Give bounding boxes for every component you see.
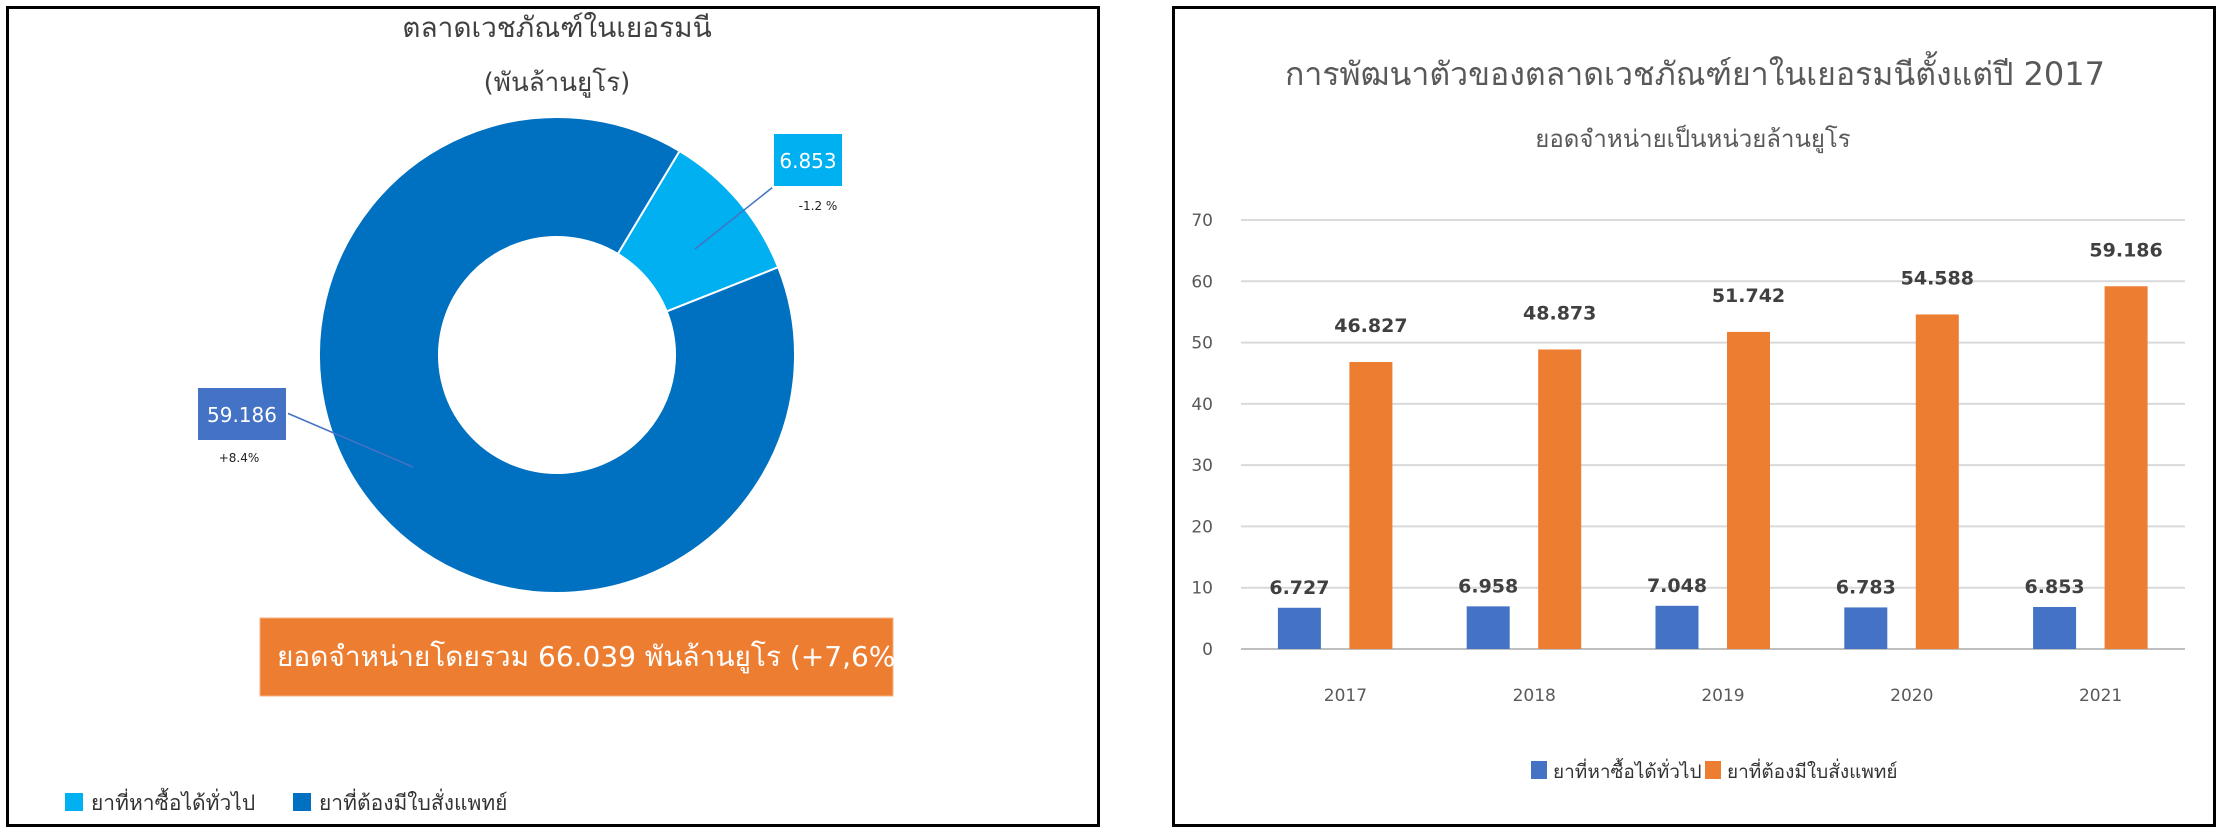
y-tick-label: 10 bbox=[1191, 579, 1213, 599]
data-label-otc-2019: 7.048 bbox=[1647, 575, 1707, 597]
data-label-rx-2020: 54.588 bbox=[1901, 267, 1974, 289]
donut-chart-panel: ตลาดเวชภัณฑ์ในเยอรมนี (พันล้านยูโร) 6.85… bbox=[6, 6, 1100, 827]
bar-otc-2021 bbox=[2033, 607, 2077, 649]
bar-otc-2020 bbox=[1844, 607, 1888, 649]
data-label-otc-2017: 6.727 bbox=[1269, 577, 1329, 599]
bar-otc-2018 bbox=[1466, 606, 1510, 649]
y-tick-label: 0 bbox=[1202, 640, 1213, 660]
bar-rx-2019 bbox=[1727, 331, 1770, 649]
otc-leader-line bbox=[694, 186, 774, 250]
x-category-label: 2018 bbox=[1513, 686, 1556, 706]
y-tick-label: 20 bbox=[1191, 517, 1213, 537]
rx-change-label: +8.4% bbox=[219, 451, 260, 465]
legend-swatch-rx bbox=[1705, 761, 1721, 779]
donut-slice-rx bbox=[318, 116, 796, 594]
x-category-label: 2017 bbox=[1324, 686, 1367, 706]
bar-chart: การพัฒนาตัวของตลาดเวชภัณฑ์ยาในเยอรมนีตั้… bbox=[1191, 51, 2185, 783]
bars: 6.727 46.827 6.958 48.873 7.048 51.742 6.783 54… bbox=[1269, 239, 2163, 649]
rx-value-box bbox=[196, 386, 288, 442]
otc-value-box bbox=[772, 132, 844, 188]
bar-chart-panel: การพัฒนาตัวของตลาดเวชภัณฑ์ยาในเยอรมนีตั้… bbox=[1172, 6, 2216, 827]
total-sales-box bbox=[259, 617, 894, 697]
total-sales-text: ยอดจำหน่ายโดยรวม 66.039 พันล้านยูโร (+7,… bbox=[277, 640, 906, 674]
y-axis-ticks: 0 10 20 30 40 50 60 70 bbox=[1191, 211, 1213, 660]
data-label-otc-2018: 6.958 bbox=[1458, 575, 1518, 597]
data-label-rx-2018: 48.873 bbox=[1523, 302, 1596, 324]
data-label-rx-2017: 46.827 bbox=[1334, 315, 1407, 337]
donut-title: ตลาดเวชภัณฑ์ในเยอรมนี bbox=[402, 11, 711, 44]
data-label-rx-2019: 51.742 bbox=[1712, 285, 1785, 307]
rx-leader-line bbox=[286, 412, 414, 468]
y-tick-label: 70 bbox=[1191, 211, 1213, 231]
legend-swatch-rx bbox=[293, 793, 311, 811]
legend-label-otc: ยาที่หาซื้อได้ทั่วไป bbox=[1553, 758, 1702, 783]
legend-label-rx: ยาที่ต้องมีใบสั่งแพทย์ bbox=[1727, 758, 1898, 783]
y-tick-label: 30 bbox=[1191, 456, 1213, 476]
donut-subtitle: (พันล้านยูโร) bbox=[484, 67, 631, 98]
legend-swatch-otc bbox=[65, 793, 83, 811]
bar-chart-title: การพัฒนาตัวของตลาดเวชภัณฑ์ยาในเยอรมนีตั้… bbox=[1285, 51, 2105, 93]
bar-chart-subtitle: ยอดจำหน่ายเป็นหน่วยล้านยูโร bbox=[1535, 124, 1851, 154]
x-category-label: 2019 bbox=[1701, 686, 1744, 706]
y-tick-label: 60 bbox=[1191, 272, 1213, 292]
x-category-label: 2020 bbox=[1890, 686, 1933, 706]
donut-chart: ตลาดเวชภัณฑ์ในเยอรมนี (พันล้านยูโร) 6.85… bbox=[65, 11, 906, 815]
bar-rx-2017 bbox=[1349, 362, 1393, 649]
donut-slices bbox=[318, 116, 796, 594]
legend-swatch-otc bbox=[1531, 761, 1547, 779]
data-label-rx-2021: 59.186 bbox=[2089, 239, 2162, 261]
legend-label-otc: ยาที่หาซื้อได้ทั่วไป bbox=[91, 788, 255, 815]
y-tick-label: 50 bbox=[1191, 334, 1213, 354]
rx-value-label: 59.186 bbox=[207, 403, 277, 427]
legend-label-rx: ยาที่ต้องมีใบสั่งแพทย์ bbox=[319, 788, 507, 815]
bar-otc-2017 bbox=[1277, 607, 1321, 649]
otc-change-label: -1.2 % bbox=[799, 199, 838, 213]
x-axis-categories: 2017 2018 2019 2020 2021 bbox=[1324, 686, 2122, 706]
bar-otc-2019 bbox=[1655, 605, 1699, 649]
gridlines bbox=[1241, 219, 2185, 650]
otc-value-label: 6.853 bbox=[779, 149, 836, 173]
bar-rx-2020 bbox=[1915, 314, 1959, 649]
data-label-otc-2021: 6.853 bbox=[2025, 576, 2085, 598]
bar-rx-2018 bbox=[1538, 349, 1582, 649]
bar-rx-2021 bbox=[2104, 286, 2148, 649]
x-category-label: 2021 bbox=[2079, 686, 2122, 706]
data-label-otc-2020: 6.783 bbox=[1836, 576, 1896, 598]
y-tick-label: 40 bbox=[1191, 395, 1213, 415]
